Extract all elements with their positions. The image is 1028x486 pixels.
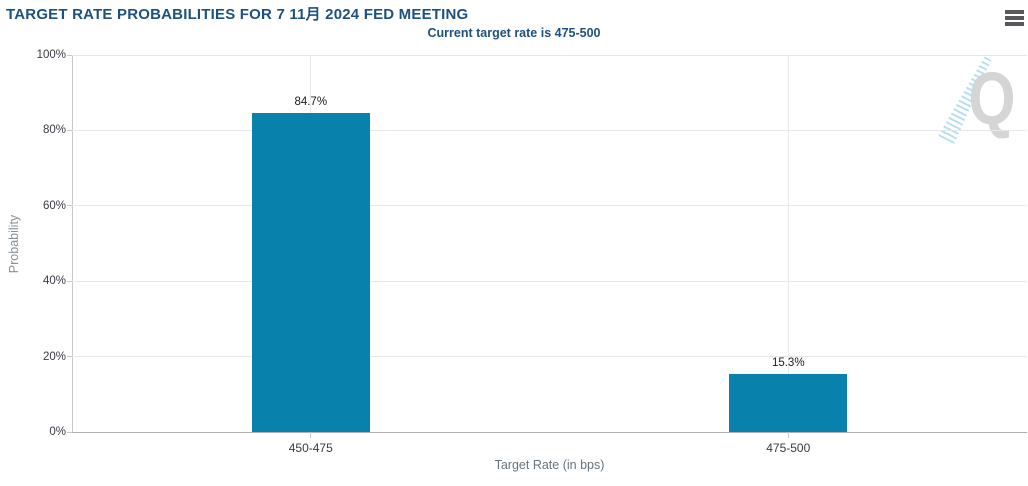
y-gridline (72, 356, 1027, 358)
x-axis-title: Target Rate (in bps) (494, 458, 605, 472)
y-tick-mark (67, 54, 72, 56)
y-tick-label: 80% (42, 124, 66, 137)
watermark-q-logo-icon: Q (968, 57, 1016, 140)
y-axis-line (72, 55, 73, 432)
y-tick-label: 60% (42, 199, 66, 212)
plot-area: Q 0% 20% 40% 60% 80% 100% 84.7% 450-475 15.3% 475… (37, 49, 1027, 455)
watermark: Q (942, 57, 1022, 147)
y-tick-mark (67, 280, 72, 282)
bar-value-label: 84.7% (294, 95, 328, 108)
y-tick-label: 20% (42, 350, 66, 363)
y-gridline (72, 54, 1027, 56)
menu-bar (1005, 10, 1024, 14)
x-tick-mark (787, 432, 789, 438)
y-tick-mark (67, 356, 72, 358)
y-tick-mark (67, 129, 72, 131)
y-gridline (72, 129, 1027, 131)
bar-value-label: 15.3% (771, 357, 805, 370)
x-category-label: 475-500 (766, 441, 811, 455)
probability-bar[interactable] (729, 374, 848, 432)
chart-subtitle: Current target rate is 475-500 (427, 26, 601, 40)
x-category-label: 450-475 (288, 441, 333, 455)
menu-bar (1005, 16, 1024, 20)
y-gridline (72, 205, 1027, 207)
y-tick-label: 100% (36, 49, 66, 61)
x-axis-baseline (72, 432, 1027, 433)
x-tick-mark (310, 432, 312, 438)
y-axis-title: Probability (7, 214, 21, 274)
y-gridline (72, 280, 1027, 282)
category-gridline (787, 55, 789, 432)
y-tick-label: 40% (42, 275, 66, 288)
probability-bar[interactable] (251, 112, 370, 432)
y-tick-mark (67, 205, 72, 207)
menu-bar (1005, 22, 1024, 26)
chart-title: TARGET RATE PROBABILITIES FOR 7 11月 2024… (6, 6, 469, 23)
menu-icon[interactable] (1002, 8, 1024, 28)
y-tick-label: 0% (49, 426, 66, 438)
y-tick-mark (67, 431, 72, 433)
